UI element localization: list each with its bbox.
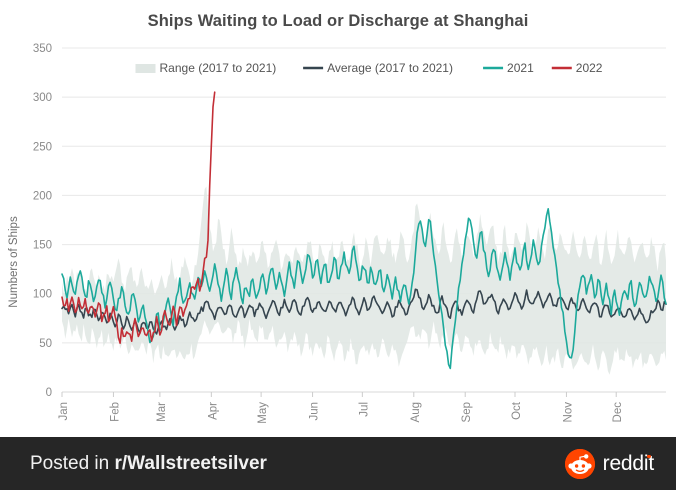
legend-label: 2021 xyxy=(507,61,534,75)
y-tick-label: 50 xyxy=(39,338,52,350)
x-tick-label: Jun xyxy=(309,402,321,421)
reddit-i-dot xyxy=(647,454,651,458)
y-tick-label: 0 xyxy=(46,387,52,399)
y-tick-label: 100 xyxy=(33,289,52,301)
chart-legend: Range (2017 to 2021) Average (2017 to 202… xyxy=(135,61,603,75)
y-tick-label: 200 xyxy=(33,190,52,202)
x-tick-label: Mar xyxy=(156,402,168,422)
chart-title: Ships Waiting to Load or Discharge at Sh… xyxy=(147,12,529,30)
legend-swatch-range xyxy=(135,64,156,73)
data-series-lines xyxy=(61,91,667,370)
reddit-attribution-banner: Posted in r/Wallstreetsilver reddit xyxy=(0,437,676,490)
reddit-wordmark: reddit xyxy=(602,451,655,476)
y-axis-tick-labels: 0 50 100 150 200 250 300 350 xyxy=(33,43,52,399)
y-tick-label: 300 xyxy=(33,92,52,104)
y-axis-title: Numbers of Ships xyxy=(8,216,20,308)
x-tick-label: Apr xyxy=(207,402,219,420)
chart-container: Ships Waiting to Load or Discharge at Sh… xyxy=(8,12,667,424)
y-axis-title-text: Numbers of Ships xyxy=(8,216,20,308)
series-line-2022 xyxy=(61,91,216,344)
reddit-alien-glyph xyxy=(564,448,595,479)
y-tick-label: 350 xyxy=(33,43,52,55)
x-tick-label: Jan xyxy=(58,402,70,421)
posted-in-text: Posted in r/Wallstreetsilver xyxy=(30,437,267,490)
x-tick-label: Jul xyxy=(358,402,370,417)
x-tick-label: Sep xyxy=(461,402,473,422)
legend-label: Average (2017 to 2021) xyxy=(327,61,453,75)
x-axis-line xyxy=(61,391,666,397)
x-tick-label: Aug xyxy=(410,402,422,422)
range-band-series xyxy=(62,186,666,375)
x-tick-label: Oct xyxy=(511,401,523,420)
x-axis-tick-labels: Jan Feb Mar Apr May Jun Jul Aug Sep Oct Nov Dec xyxy=(58,401,624,424)
range-band-area xyxy=(62,186,666,375)
posted-in-prefix: Posted in xyxy=(30,453,115,474)
legend-label: 2022 xyxy=(576,61,603,75)
subreddit-name: r/Wallstreetsilver xyxy=(114,453,267,474)
x-tick-label: May xyxy=(257,402,269,424)
x-tick-label: Feb xyxy=(109,402,121,422)
reddit-alien-icon xyxy=(564,448,595,479)
y-tick-label: 150 xyxy=(33,240,52,252)
x-tick-label: Nov xyxy=(562,402,574,423)
reddit-wordmark-text: reddit xyxy=(602,451,655,475)
x-tick-label: Dec xyxy=(612,402,624,423)
y-tick-label: 250 xyxy=(33,141,52,153)
ships-line-chart: 0 50 100 150 200 250 300 350 Numbers of Ships J… xyxy=(8,43,667,424)
reddit-logo: reddit xyxy=(564,448,655,479)
legend-label: Range (2017 to 2021) xyxy=(160,61,277,75)
